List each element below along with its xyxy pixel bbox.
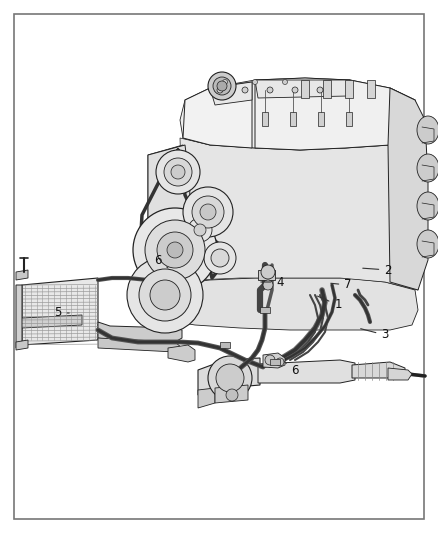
Circle shape bbox=[292, 87, 298, 93]
Circle shape bbox=[223, 79, 227, 85]
Polygon shape bbox=[148, 138, 418, 325]
Polygon shape bbox=[148, 145, 190, 260]
Text: 3: 3 bbox=[360, 328, 389, 342]
Polygon shape bbox=[263, 353, 285, 368]
Circle shape bbox=[211, 249, 229, 267]
Circle shape bbox=[204, 242, 236, 274]
Circle shape bbox=[317, 87, 323, 93]
Circle shape bbox=[276, 358, 284, 366]
Circle shape bbox=[226, 389, 238, 401]
Text: 6: 6 bbox=[284, 362, 299, 376]
Text: 2: 2 bbox=[363, 263, 392, 277]
Polygon shape bbox=[388, 88, 428, 290]
Circle shape bbox=[139, 269, 191, 321]
Circle shape bbox=[133, 208, 217, 292]
Polygon shape bbox=[148, 145, 185, 295]
Text: 1: 1 bbox=[318, 296, 342, 311]
Bar bbox=[301, 80, 309, 98]
Bar bbox=[318, 112, 324, 126]
Ellipse shape bbox=[417, 192, 438, 220]
Ellipse shape bbox=[417, 230, 438, 258]
Polygon shape bbox=[22, 278, 98, 345]
Bar bbox=[220, 342, 230, 348]
Polygon shape bbox=[16, 285, 22, 348]
Polygon shape bbox=[16, 340, 28, 350]
Bar bbox=[260, 307, 270, 313]
Circle shape bbox=[127, 257, 203, 333]
Polygon shape bbox=[255, 80, 350, 98]
Polygon shape bbox=[258, 270, 275, 280]
Polygon shape bbox=[255, 78, 420, 150]
Bar bbox=[345, 80, 353, 98]
Circle shape bbox=[261, 265, 275, 279]
Circle shape bbox=[216, 364, 244, 392]
Circle shape bbox=[263, 280, 273, 290]
Circle shape bbox=[183, 187, 233, 237]
Polygon shape bbox=[16, 270, 28, 280]
Circle shape bbox=[192, 196, 224, 228]
Polygon shape bbox=[388, 368, 412, 380]
Polygon shape bbox=[210, 82, 252, 105]
Polygon shape bbox=[180, 78, 420, 150]
Circle shape bbox=[265, 355, 275, 365]
Circle shape bbox=[217, 87, 223, 93]
Text: 4: 4 bbox=[261, 276, 284, 288]
Circle shape bbox=[200, 204, 216, 220]
Polygon shape bbox=[18, 315, 82, 328]
Circle shape bbox=[188, 218, 212, 242]
Circle shape bbox=[145, 220, 205, 280]
Circle shape bbox=[157, 232, 193, 268]
Bar bbox=[323, 80, 331, 98]
Polygon shape bbox=[258, 360, 355, 383]
Bar bbox=[367, 80, 375, 98]
Circle shape bbox=[252, 79, 258, 85]
Circle shape bbox=[150, 280, 180, 310]
Bar bbox=[290, 112, 296, 126]
Polygon shape bbox=[145, 278, 418, 330]
Polygon shape bbox=[168, 345, 195, 362]
Ellipse shape bbox=[417, 154, 438, 182]
Circle shape bbox=[267, 87, 273, 93]
Circle shape bbox=[208, 72, 236, 100]
Bar bbox=[270, 359, 280, 365]
Bar bbox=[346, 112, 352, 126]
Circle shape bbox=[242, 87, 248, 93]
Polygon shape bbox=[98, 338, 182, 355]
Text: 5: 5 bbox=[54, 306, 69, 319]
Circle shape bbox=[171, 165, 185, 179]
Circle shape bbox=[217, 81, 227, 91]
Polygon shape bbox=[352, 362, 405, 378]
Circle shape bbox=[213, 77, 231, 95]
Circle shape bbox=[208, 356, 252, 400]
Polygon shape bbox=[98, 322, 182, 342]
Polygon shape bbox=[198, 358, 260, 395]
Circle shape bbox=[167, 242, 183, 258]
Circle shape bbox=[156, 150, 200, 194]
Polygon shape bbox=[215, 385, 248, 403]
Polygon shape bbox=[183, 82, 252, 148]
Polygon shape bbox=[198, 388, 215, 408]
Text: 6: 6 bbox=[154, 254, 168, 268]
Circle shape bbox=[164, 158, 192, 186]
Circle shape bbox=[194, 224, 206, 236]
Bar bbox=[262, 112, 268, 126]
Text: 7: 7 bbox=[331, 279, 352, 292]
Circle shape bbox=[283, 79, 287, 85]
Ellipse shape bbox=[417, 116, 438, 144]
